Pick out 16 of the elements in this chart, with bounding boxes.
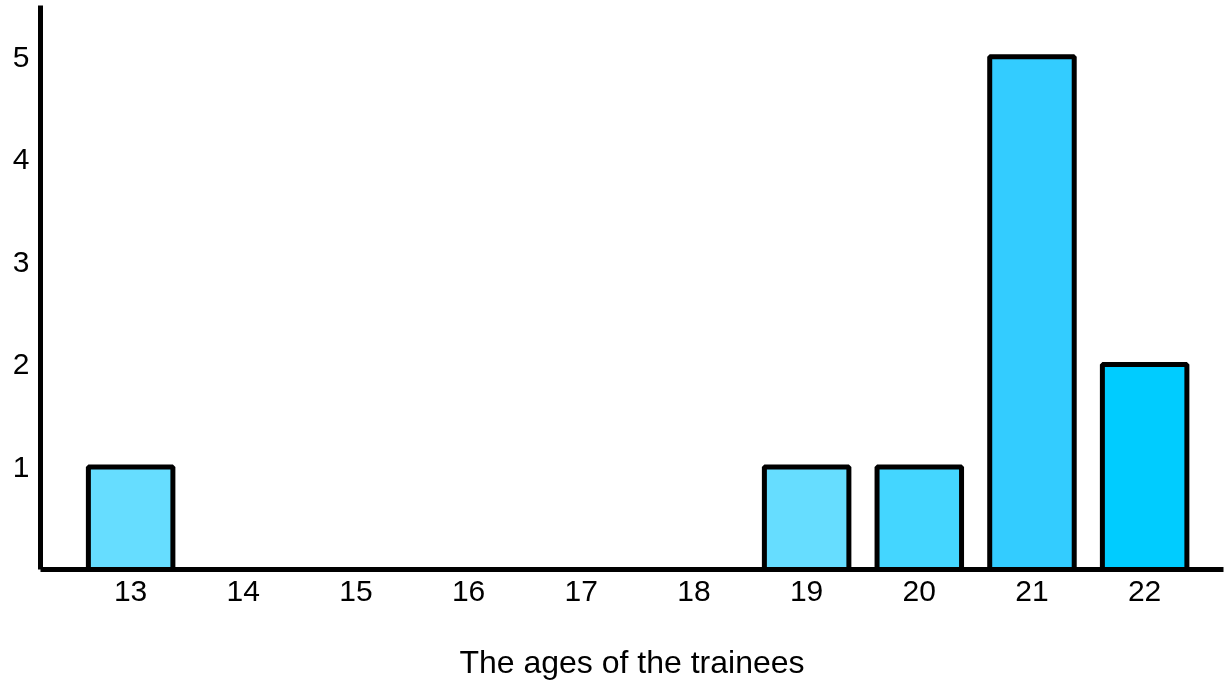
x-tick-label: 14	[226, 573, 260, 607]
y-tick-label: 5	[12, 39, 30, 73]
x-tick-label: 22	[1127, 573, 1162, 607]
x-tick-label: 13	[113, 573, 148, 607]
x-tick-label: 17	[564, 573, 598, 607]
x-axis-title: The ages of the trainees	[459, 643, 805, 680]
x-tick-label: 18	[677, 573, 711, 607]
y-tick-label: 2	[12, 347, 30, 381]
y-tick-label: 1	[12, 449, 30, 483]
x-tick-label: 19	[789, 573, 824, 607]
x-tick-label: 20	[902, 573, 936, 607]
y-tick-label: 3	[12, 244, 30, 278]
y-tick-label: 4	[12, 142, 30, 176]
x-tick-label: 15	[339, 573, 373, 607]
x-tick-label: 16	[451, 573, 486, 607]
x-tick-label: 21	[1015, 573, 1049, 607]
